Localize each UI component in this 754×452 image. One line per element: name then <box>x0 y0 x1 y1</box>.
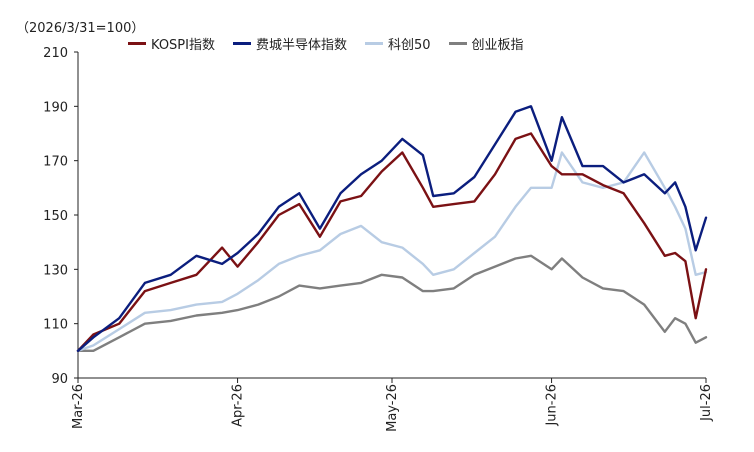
y-axis-unit-label: （2026/3/31=100） <box>16 21 145 36</box>
y-tick-label: 170 <box>43 155 68 170</box>
legend-swatch <box>448 42 467 45</box>
y-tick-label: 90 <box>51 372 68 387</box>
y-tick-label: 110 <box>43 318 68 333</box>
x-tick-label: Apr-26 <box>231 384 246 427</box>
legend-item: 科创50 <box>365 34 431 53</box>
x-tick-label: Mar-26 <box>71 384 86 429</box>
series-line-1 <box>76 132 708 352</box>
series-line-2 <box>76 105 708 352</box>
legend-item: KOSPI指数 <box>128 34 215 53</box>
legend: KOSPI指数 费城半导体指数 科创50 创业板指 <box>128 34 524 53</box>
legend-swatch <box>365 42 383 45</box>
x-tick-label: May-26 <box>385 384 400 432</box>
legend-label: 费城半导体指数 <box>255 38 347 53</box>
series-line-3 <box>76 151 708 352</box>
series-line-4 <box>76 254 708 352</box>
legend-swatch <box>128 42 146 45</box>
x-tick-label: Jun-26 <box>545 384 560 427</box>
y-tick-label: 210 <box>43 46 68 61</box>
legend-label: 科创50 <box>388 38 431 53</box>
y-tick-label: 150 <box>43 209 68 224</box>
legend-swatch <box>232 42 251 45</box>
y-tick-label: 190 <box>43 100 68 115</box>
legend-item: 费城半导体指数 <box>232 34 347 53</box>
legend-label: KOSPI指数 <box>151 38 215 53</box>
y-tick-label: 130 <box>43 263 68 278</box>
legend-item: 创业板指 <box>448 34 524 53</box>
x-tick-label: Jul-26 <box>699 384 714 422</box>
legend-label: 创业板指 <box>471 38 524 53</box>
